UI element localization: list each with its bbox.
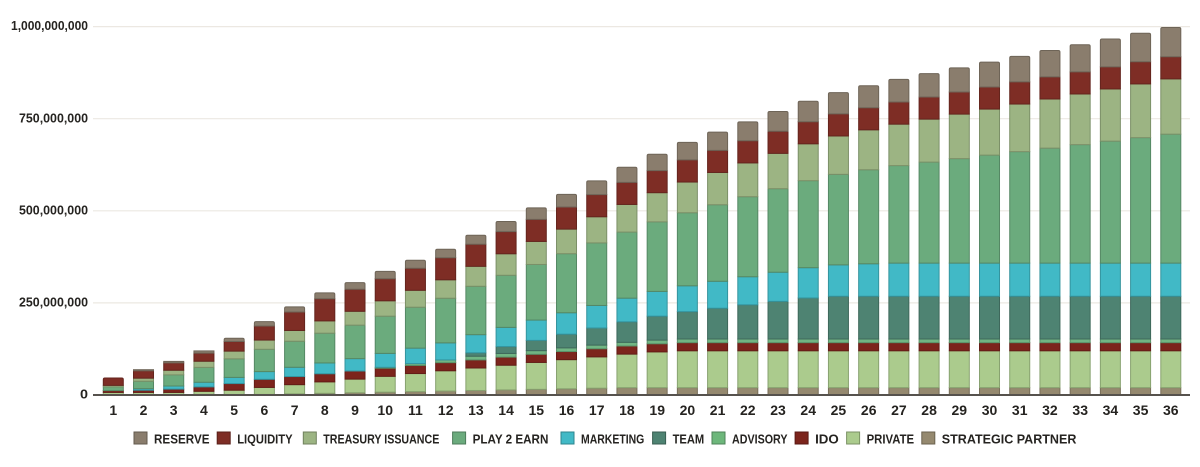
svg-text:TEAM: TEAM <box>673 431 705 446</box>
svg-text:250,000,000: 250,000,000 <box>19 295 88 310</box>
svg-text:LIQUIDITY: LIQUIDITY <box>237 431 293 446</box>
svg-text:MARKETING: MARKETING <box>581 431 644 446</box>
svg-text:32: 32 <box>1042 402 1058 418</box>
svg-text:8: 8 <box>321 402 329 418</box>
svg-text:7: 7 <box>291 402 299 418</box>
svg-text:23: 23 <box>770 402 786 418</box>
svg-text:30: 30 <box>982 402 998 418</box>
svg-text:9: 9 <box>351 402 359 418</box>
svg-text:12: 12 <box>438 402 454 418</box>
svg-text:ADVISORY: ADVISORY <box>732 431 788 446</box>
svg-text:6: 6 <box>261 402 269 418</box>
svg-text:10: 10 <box>377 402 393 418</box>
svg-text:1: 1 <box>109 402 117 418</box>
svg-text:RESERVE: RESERVE <box>154 431 210 446</box>
svg-text:19: 19 <box>649 402 665 418</box>
svg-text:17: 17 <box>589 402 605 418</box>
svg-text:34: 34 <box>1103 402 1119 418</box>
svg-text:11: 11 <box>408 402 423 418</box>
svg-text:2: 2 <box>140 402 148 418</box>
svg-text:PLAY 2 EARN: PLAY 2 EARN <box>473 431 549 446</box>
svg-text:5: 5 <box>230 402 238 418</box>
svg-text:26: 26 <box>861 402 877 418</box>
svg-text:31: 31 <box>1012 402 1028 418</box>
svg-text:750,000,000: 750,000,000 <box>19 110 88 125</box>
svg-text:500,000,000: 500,000,000 <box>19 202 88 217</box>
svg-text:15: 15 <box>529 402 545 418</box>
svg-text:28: 28 <box>921 402 937 418</box>
svg-text:IDO: IDO <box>815 431 839 446</box>
svg-text:4: 4 <box>200 402 208 418</box>
svg-text:1,000,000,000: 1,000,000,000 <box>11 18 88 33</box>
svg-text:18: 18 <box>619 402 635 418</box>
svg-text:24: 24 <box>800 402 816 418</box>
svg-text:13: 13 <box>468 402 484 418</box>
svg-text:PRIVATE: PRIVATE <box>867 431 915 446</box>
svg-text:29: 29 <box>952 402 968 418</box>
svg-text:33: 33 <box>1072 402 1088 418</box>
svg-text:36: 36 <box>1163 402 1179 418</box>
svg-text:3: 3 <box>170 402 178 418</box>
svg-text:27: 27 <box>891 402 907 418</box>
svg-text:35: 35 <box>1133 402 1149 418</box>
svg-text:TREASURY ISSUANCE: TREASURY ISSUANCE <box>323 431 439 446</box>
svg-text:0: 0 <box>80 387 88 402</box>
svg-text:14: 14 <box>498 402 514 418</box>
svg-text:STRATEGIC PARTNER: STRATEGIC PARTNER <box>942 431 1077 446</box>
svg-text:20: 20 <box>680 402 696 418</box>
svg-text:22: 22 <box>740 402 756 418</box>
svg-text:21: 21 <box>710 402 726 418</box>
svg-text:16: 16 <box>559 402 575 418</box>
svg-text:25: 25 <box>831 402 847 418</box>
